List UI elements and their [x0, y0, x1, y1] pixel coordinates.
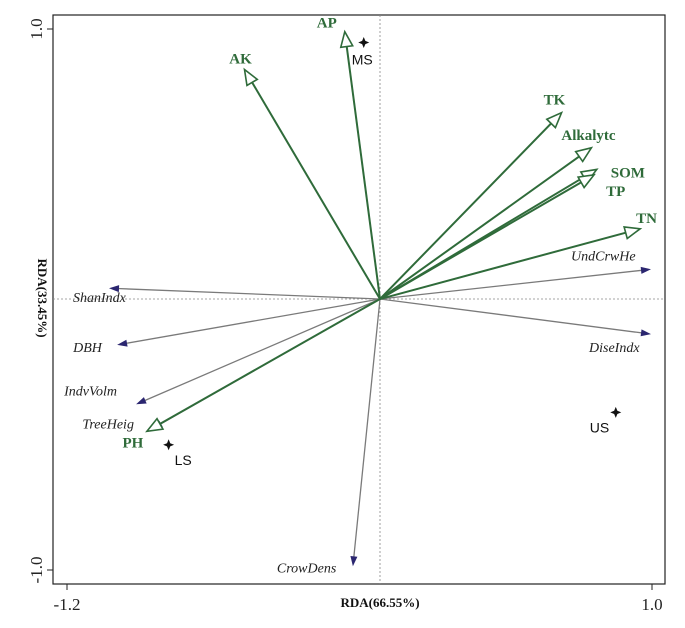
- veg-vector-indvvolm: [143, 298, 381, 402]
- x-tick-min: -1.2: [54, 595, 81, 614]
- env-vector-tk: [379, 121, 554, 300]
- x-tick-max: 1.0: [641, 595, 662, 614]
- env-vector-ak: [250, 80, 381, 300]
- env-arrowhead-alkalytc: [574, 146, 594, 163]
- y-axis-title: RDA(33.45%): [35, 258, 50, 337]
- veg-label-diseindx: DiseIndx: [588, 341, 640, 356]
- site-marker-ls: [163, 439, 175, 451]
- env-arrowhead-tn: [623, 225, 643, 240]
- env-arrowhead-ak: [243, 67, 259, 87]
- env-label-ak: AK: [229, 52, 252, 68]
- veg-vector-shanindx: [116, 287, 381, 300]
- veg-arrowhead-diseindx: [640, 329, 651, 337]
- veg-label-dbh: DBH: [72, 341, 103, 356]
- env-label-ap: AP: [317, 16, 337, 32]
- veg-vector-undcrwhe: [379, 269, 644, 300]
- env-vector-ap: [345, 44, 381, 300]
- env-label-tp: TP: [606, 184, 625, 200]
- env-label-tk: TK: [544, 93, 566, 109]
- veg-arrowhead-shanindx: [109, 285, 120, 293]
- veg-arrowhead-indvvolm: [136, 397, 147, 405]
- plot-frame: [52, 14, 666, 585]
- veg-vector-diseindx: [379, 298, 644, 334]
- veg-label-crowdens: CrowDens: [277, 561, 337, 576]
- site-marker-ms: [358, 37, 370, 48]
- env-vector-tp: [379, 180, 584, 300]
- env-label-ph: PH: [123, 435, 144, 451]
- vegetation-vectors: UndCrwHe DiseIndx ShanIndx DBH IndvVolm TreeH…: [63, 249, 651, 576]
- site-label-ms: MS: [352, 52, 373, 68]
- env-arrowhead-tp: [576, 173, 596, 189]
- veg-label-undcrwhe: UndCrwHe: [571, 249, 636, 264]
- site-points: MS US LS: [163, 37, 622, 468]
- veg-vector-dbh: [124, 298, 381, 345]
- env-arrowhead-ap: [339, 29, 354, 49]
- env-label-alkalytc: Alkalytc: [561, 128, 616, 144]
- env-label-som: SOM: [611, 165, 645, 181]
- env-vector-tn: [379, 231, 628, 300]
- site-marker-us: [610, 406, 622, 418]
- veg-label-shanindx: ShanIndx: [73, 291, 127, 306]
- env-arrowhead-ph: [145, 417, 165, 433]
- veg-vector-crowdens: [353, 298, 381, 559]
- env-arrowhead-tk: [545, 111, 564, 130]
- y-tick-max: 1.0: [27, 18, 46, 39]
- x-axis-title: RDA(66.55%): [340, 595, 419, 610]
- env-vector-alkalytc: [379, 154, 582, 300]
- y-tick-min: -1.0: [27, 557, 46, 584]
- env-label-tn: TN: [636, 211, 657, 227]
- veg-label-treeheig: TreeHeig: [82, 418, 134, 433]
- veg-label-indvvolm: IndvVolm: [63, 384, 117, 399]
- site-label-us: US: [590, 419, 609, 435]
- veg-arrowhead-dbh: [117, 339, 128, 347]
- environment-vectors: AP AK TK Alkalytc SOM TP TN PH: [123, 16, 658, 452]
- site-label-ls: LS: [175, 452, 192, 468]
- veg-arrowhead-undcrwhe: [640, 266, 651, 274]
- env-vector-ph: [157, 298, 381, 426]
- veg-arrowhead-crowdens: [350, 555, 358, 567]
